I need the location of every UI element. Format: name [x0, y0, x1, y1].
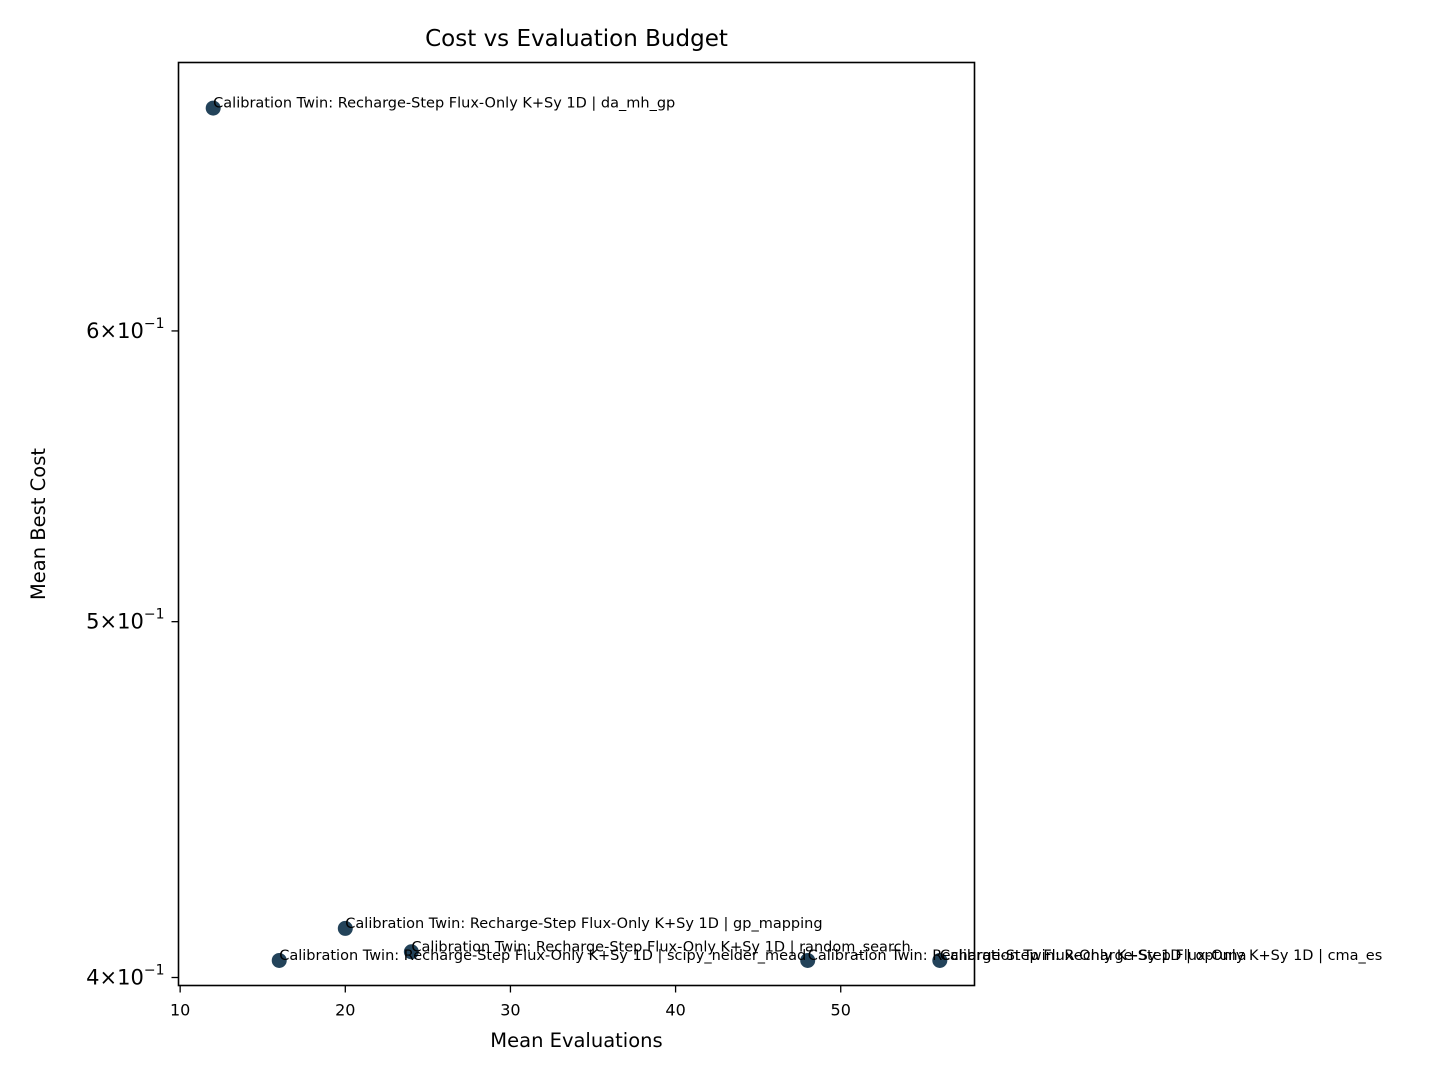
plot-frame [177, 61, 976, 987]
x-tick-label: 20 [335, 1001, 355, 1020]
y-tick-mantissa: 4 [86, 966, 99, 990]
y-tick-exponent: −1 [144, 607, 165, 623]
scatter-point [337, 920, 353, 936]
x-tick-label: 40 [665, 1001, 685, 1020]
y-tick-times-sign: × [100, 319, 118, 343]
chart-title: Cost vs Evaluation Budget [425, 26, 728, 52]
y-tick-times-sign: × [100, 610, 118, 634]
y-tick-label: 5×10−1 [86, 607, 164, 634]
y-tick-mantissa: 5 [86, 610, 99, 634]
x-tick-label: 10 [170, 1001, 190, 1020]
scatter-point [403, 944, 419, 960]
y-tick-mantissa: 6 [86, 319, 99, 343]
point-label: Calibration Twin: Recharge-Step Flux-Onl… [411, 939, 910, 955]
y-tick-base: 10 [117, 966, 144, 990]
scatter-point [932, 952, 948, 968]
point-label: Calibration Twin: Recharge-Step Flux-Onl… [279, 948, 806, 964]
point-label: Calibration Twin: Recharge-Step Flux-Onl… [940, 948, 1382, 964]
x-axis-ticks: 10 20 30 40 50 [170, 985, 851, 1020]
y-tick-base: 10 [117, 610, 144, 634]
y-tick-label: 6×10−1 [86, 316, 164, 343]
x-tick-label: 30 [500, 1001, 520, 1020]
scatter-point [205, 100, 221, 116]
point-label: Calibration Twin: Recharge-Step Flux-Onl… [808, 948, 1247, 964]
y-tick-exponent: −1 [144, 963, 165, 979]
point-label: Calibration Twin: Recharge-Step Flux-Onl… [345, 916, 822, 932]
y-axis-ticks: 4×10−15×10−16×10−1 [86, 316, 179, 990]
y-tick-exponent: −1 [144, 316, 165, 332]
scatter-point [271, 952, 287, 968]
y-tick-times-sign: × [100, 966, 118, 990]
x-tick-label: 50 [831, 1001, 851, 1020]
point-labels: Calibration Twin: Recharge-Step Flux-Onl… [213, 96, 1382, 964]
x-axis-title: Mean Evaluations [490, 1029, 662, 1052]
y-axis-title: Mean Best Cost [27, 448, 50, 600]
scatter-points [205, 100, 948, 968]
y-tick-base: 10 [117, 319, 144, 343]
point-label: Calibration Twin: Recharge-Step Flux-Onl… [213, 96, 675, 112]
scatter-point [800, 952, 816, 968]
y-tick-label: 4×10−1 [86, 963, 164, 990]
